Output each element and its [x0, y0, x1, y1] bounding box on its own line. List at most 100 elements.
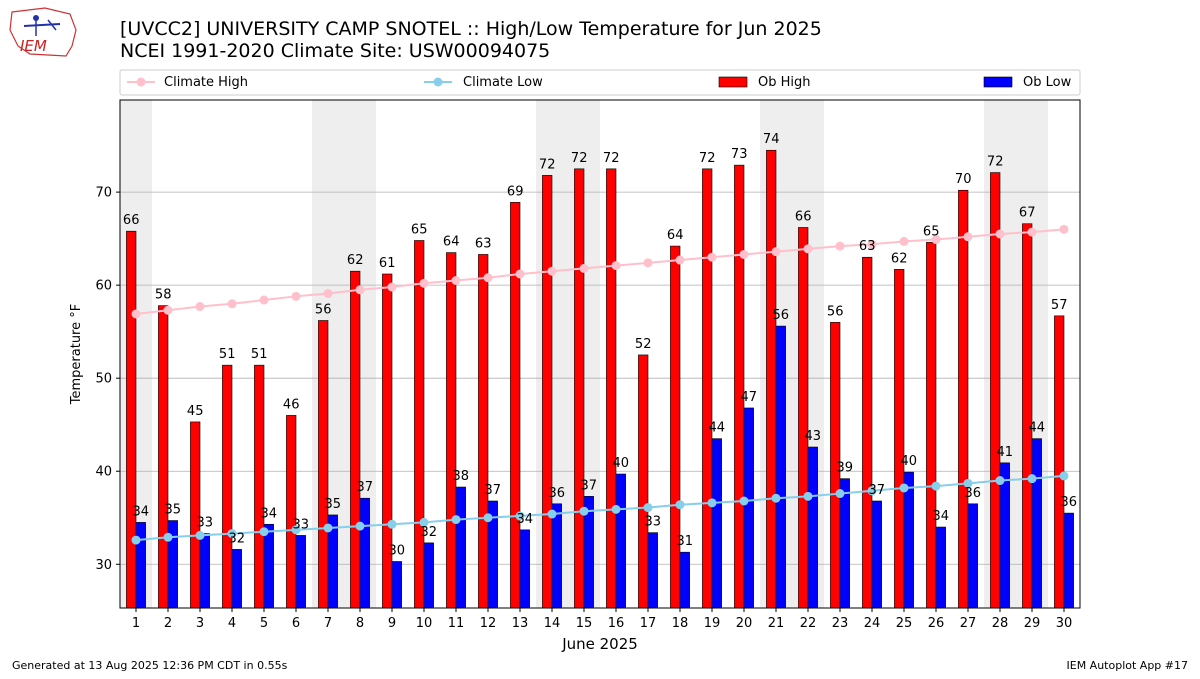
point-climate-high-20 — [739, 249, 749, 259]
point-climate-low-17 — [643, 503, 653, 513]
y-tick-label-60: 60 — [95, 279, 112, 294]
bar-ob-high-12 — [478, 254, 489, 609]
bar-ob-high-13 — [510, 202, 521, 609]
label-ob-low-30: 36 — [1061, 495, 1078, 510]
plot-frame — [119, 99, 1081, 609]
point-climate-low-21 — [771, 493, 781, 503]
chart-subtitle: NCEI 1991-2020 Climate Site: USW00094075 — [120, 40, 550, 62]
point-climate-high-1 — [131, 309, 141, 319]
label-ob-high-24: 63 — [859, 239, 876, 254]
climate-lines — [131, 224, 1069, 545]
point-climate-high-16 — [611, 261, 621, 271]
point-climate-high-13 — [515, 269, 525, 279]
y-tick-label-70: 70 — [95, 186, 112, 201]
y-tick-label-40: 40 — [95, 465, 112, 480]
bar-ob-low-29 — [1031, 438, 1042, 609]
bar-ob-low-27 — [967, 503, 978, 609]
label-ob-high-23: 56 — [827, 304, 844, 319]
bar-ob-low-17 — [647, 532, 658, 609]
x-tick-label-30: 30 — [1056, 616, 1073, 631]
label-ob-low-24: 37 — [869, 483, 886, 498]
x-tick-label-9: 9 — [388, 616, 396, 631]
legend-label-ob-low: Ob Low — [1023, 75, 1072, 90]
point-climate-high-10 — [419, 278, 429, 288]
label-ob-high-25: 62 — [891, 251, 908, 266]
x-axis-ticks: 1 2 3 4 5 6 7 8 9 10 11 12 13 14 15 16 17 18 19 20 21 22 23 24 2… — [132, 608, 1072, 631]
point-climate-low-27 — [963, 478, 973, 488]
bar-ob-high-17 — [638, 354, 649, 609]
bar-ob-high-30 — [1054, 315, 1065, 609]
legend-marker-climate-high — [136, 77, 146, 87]
bar-ob-low-30 — [1063, 512, 1074, 609]
x-tick-label-20: 20 — [736, 616, 753, 631]
label-ob-high-18: 64 — [667, 228, 684, 243]
point-climate-low-7 — [323, 523, 333, 533]
label-ob-high-11: 64 — [443, 235, 460, 250]
point-climate-high-15 — [579, 263, 589, 273]
x-tick-label-14: 14 — [544, 616, 561, 631]
bar-ob-low-1 — [135, 522, 146, 609]
label-ob-high-17: 52 — [635, 337, 652, 352]
point-climate-low-18 — [675, 500, 685, 510]
bar-ob-high-11 — [446, 252, 457, 609]
point-climate-high-19 — [707, 252, 717, 262]
bar-ob-low-14 — [551, 503, 562, 609]
x-tick-label-5: 5 — [260, 616, 268, 631]
point-climate-high-22 — [803, 244, 813, 254]
label-ob-high-1: 66 — [123, 213, 140, 228]
label-ob-low-22: 43 — [805, 429, 822, 444]
x-tick-label-13: 13 — [512, 616, 529, 631]
bar-ob-high-10 — [414, 240, 425, 609]
point-climate-low-12 — [483, 513, 493, 523]
legend-label-climate-high: Climate High — [164, 75, 248, 90]
x-tick-label-24: 24 — [864, 616, 881, 631]
point-climate-low-24 — [867, 486, 877, 496]
bar-ob-low-24 — [871, 500, 882, 609]
point-climate-low-30 — [1059, 471, 1069, 481]
x-tick-label-17: 17 — [640, 616, 657, 631]
bar-ob-high-2 — [158, 305, 169, 609]
point-climate-high-3 — [195, 302, 205, 312]
bar-ob-low-25 — [903, 471, 914, 609]
line-climate-low — [135, 474, 1065, 542]
x-tick-label-19: 19 — [704, 616, 721, 631]
bar-ob-low-10 — [423, 542, 434, 609]
bar-ob-low-5 — [263, 523, 274, 609]
label-ob-low-6: 33 — [293, 517, 310, 532]
point-climate-high-17 — [643, 258, 653, 268]
legend-swatch-ob-low — [983, 76, 1013, 88]
label-ob-low-23: 39 — [837, 461, 854, 476]
iem-logo: IEM — [9, 7, 77, 57]
label-ob-high-19: 72 — [699, 151, 716, 166]
value-labels: 66 34 58 35 45 33 51 32 51 34 46 33 56 35 62 37 61 30 65 32… — [123, 132, 1077, 558]
point-climate-high-28 — [995, 229, 1005, 239]
legend: Climate High Climate Low Ob High Ob Low — [119, 69, 1081, 96]
label-ob-high-6: 46 — [283, 397, 300, 412]
legend-label-climate-low: Climate Low — [463, 75, 543, 90]
label-ob-low-15: 37 — [581, 478, 598, 493]
point-climate-low-25 — [899, 483, 909, 493]
bar-ob-low-23 — [839, 478, 850, 609]
label-ob-high-14: 72 — [539, 157, 556, 172]
bar-ob-low-11 — [455, 486, 466, 609]
point-climate-low-2 — [163, 532, 173, 542]
label-ob-high-22: 66 — [795, 209, 812, 224]
label-ob-high-3: 45 — [187, 404, 204, 419]
legend-item-ob-low: Ob Low — [983, 75, 1072, 90]
y-tick-label-50: 50 — [95, 372, 112, 387]
point-climate-high-26 — [931, 235, 941, 245]
x-tick-label-16: 16 — [608, 616, 625, 631]
point-climate-low-4 — [227, 529, 237, 539]
x-tick-label-18: 18 — [672, 616, 689, 631]
point-climate-high-14 — [547, 266, 557, 276]
logo-text: IEM — [20, 37, 47, 55]
legend-frame — [119, 69, 1081, 96]
bar-ob-high-15 — [574, 168, 585, 609]
point-climate-high-8 — [355, 285, 365, 295]
x-tick-label-26: 26 — [928, 616, 945, 631]
point-climate-low-9 — [387, 519, 397, 529]
point-climate-low-16 — [611, 504, 621, 514]
label-ob-low-25: 40 — [901, 454, 918, 469]
label-ob-low-10: 32 — [421, 525, 438, 540]
